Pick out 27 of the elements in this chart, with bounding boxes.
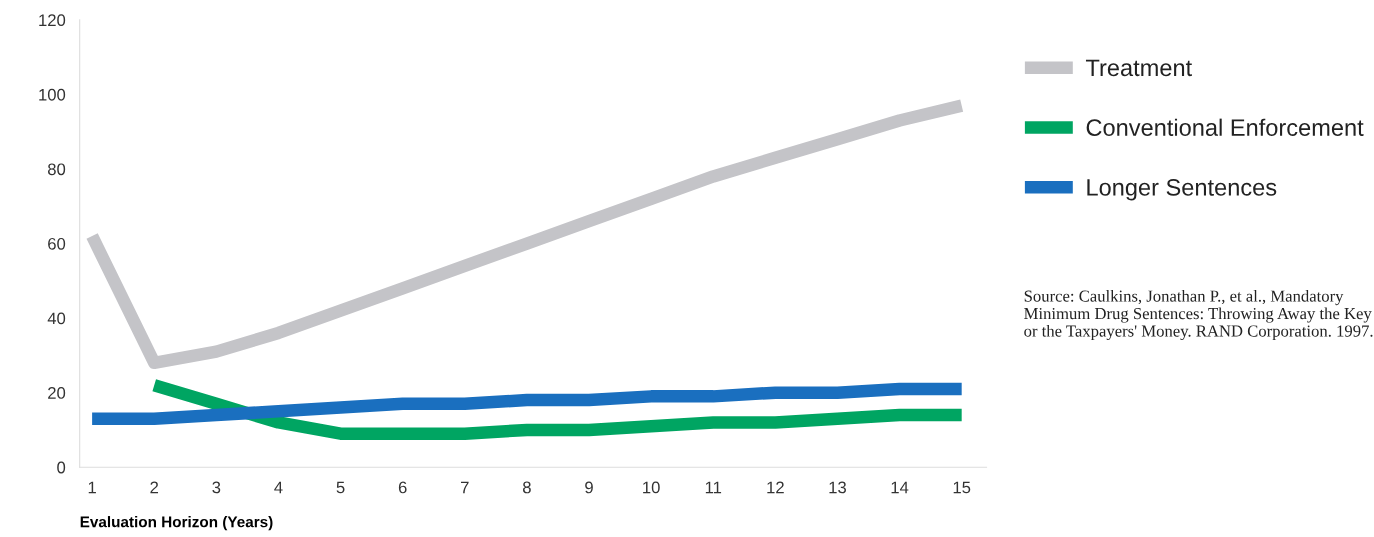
y-tick-label: 80 bbox=[47, 163, 66, 176]
y-tick-label: 40 bbox=[47, 312, 66, 325]
x-tick-label: 3 bbox=[212, 481, 221, 494]
x-tick-label: 11 bbox=[705, 481, 722, 494]
y-tick-label: 20 bbox=[48, 387, 66, 399]
x-tick-label: 15 bbox=[953, 481, 971, 494]
legend-label: Treatment bbox=[1085, 59, 1192, 77]
x-tick-label: 13 bbox=[829, 481, 846, 494]
x-tick-label: 8 bbox=[522, 481, 531, 494]
source-note: Source: Caulkins, Jonathan P., et al., Mandatory Minimum Drug Sentences: Throwing Away the Key or the Taxpayers' Money. RAND Corporation. 1997. bbox=[1024, 289, 1373, 341]
x-tick-label: 7 bbox=[461, 481, 469, 494]
x-tick-label: 12 bbox=[767, 481, 784, 494]
x-tick-label: 6 bbox=[398, 481, 407, 494]
legend-label: Conventional Enforcement bbox=[1086, 118, 1364, 136]
x-tick-label: 9 bbox=[585, 481, 593, 494]
x-tick-label: 14 bbox=[891, 481, 909, 494]
legend-label: Longer Sentences bbox=[1087, 179, 1277, 201]
y-tick-label: 120 bbox=[39, 14, 66, 27]
y-tick-label: 100 bbox=[39, 88, 66, 101]
x-tick-label: 4 bbox=[274, 481, 283, 494]
x-tick-label: 10 bbox=[643, 481, 660, 494]
y-tick-label: 60 bbox=[48, 237, 66, 250]
x-tick-label: 5 bbox=[336, 481, 345, 494]
x-tick-label: 2 bbox=[150, 481, 159, 494]
x-axis-title: Evaluation Horizon (Years) bbox=[80, 516, 273, 531]
x-tick-label: 1 bbox=[88, 481, 96, 494]
y-tick-label: 0 bbox=[57, 461, 66, 474]
